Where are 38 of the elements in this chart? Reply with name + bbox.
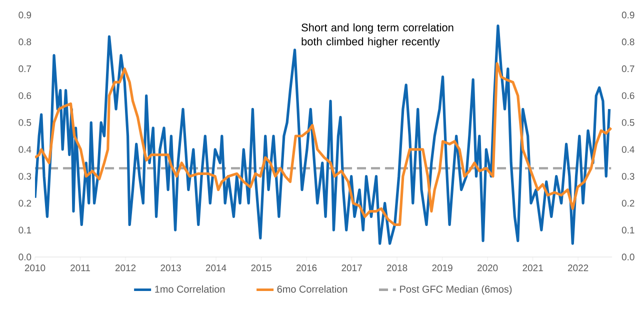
y2-tick-label: 0.8	[622, 38, 634, 46]
x-tick-label: 2015	[251, 264, 272, 272]
y-tick-label: 0.4	[18, 146, 32, 153]
y-tick-label: 0.2	[18, 200, 32, 207]
x-tick-label: 2019	[432, 264, 452, 272]
x-tick-label: 2013	[160, 264, 181, 272]
y2-tick-label: 0.7	[622, 65, 634, 72]
x-tick-label: 2012	[115, 264, 136, 272]
x-tick-label: 2022	[568, 264, 588, 272]
x-tick-label: 2011	[70, 264, 90, 272]
y2-tick-label: 0.2	[622, 200, 634, 207]
line-series	[35, 24, 611, 245]
legend-label: 1mo Correlation	[155, 285, 225, 293]
legend-label: Post GFC Median (6mos)	[400, 285, 512, 295]
x-tick-label: 2018	[386, 264, 408, 272]
x-tick-label: 2017	[342, 264, 362, 272]
y2-tick-label: 0.6	[622, 92, 634, 100]
y2-tick-label: 0.4	[622, 146, 634, 153]
y-tick-label: 0.1	[18, 226, 32, 234]
y-tick-label: 0.3	[18, 172, 32, 180]
y2-tick-label: 0.0	[622, 254, 634, 260]
y-tick-label: 0.6	[18, 92, 32, 100]
x-tick-label: 2021	[522, 264, 543, 272]
x-tick-label: 2016	[296, 264, 317, 272]
y-tick-label: 0.5	[18, 119, 32, 126]
y-tick-label: 0.8	[18, 38, 32, 46]
y2-tick-label: 0.1	[622, 226, 634, 234]
annotation: Short and long term correlation both climbed higher recently	[302, 23, 454, 48]
y2-tick-label: 0.9	[622, 12, 634, 18]
x-tick-label: 2014	[206, 264, 226, 272]
y2-tick-label: 0.3	[622, 172, 634, 180]
legend-label: 6mo Correlation	[277, 285, 348, 293]
y-tick-label: 0.9	[18, 12, 32, 18]
y-tick-label: 0.0	[18, 254, 32, 260]
y2-tick-label: 0.5	[622, 119, 634, 126]
x-tick-label: 2020	[478, 264, 498, 272]
y-tick-label: 0.7	[18, 65, 32, 72]
x-tick-label: 2010	[24, 264, 46, 272]
